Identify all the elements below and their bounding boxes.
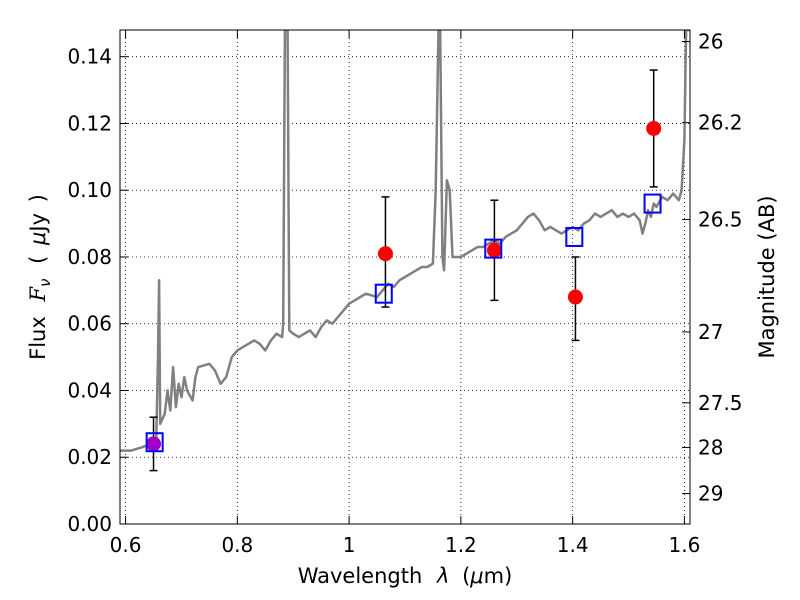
model-flux-square (643, 193, 662, 214)
plot-frame (119, 29, 691, 525)
observed-flux-point (646, 120, 662, 136)
y2-tick-label: 26 (698, 30, 723, 54)
model-flux-square (374, 283, 393, 304)
observed-flux-point (377, 246, 393, 262)
series-layer (120, 30, 690, 472)
y2-tick-label: 27.5 (698, 391, 743, 415)
y2-axis: 26 26.2 26.5 27 27.5 28 29 (682, 30, 743, 506)
y-tick-label: 0.08 (67, 245, 112, 269)
y2-tick-label: 26.2 (698, 111, 743, 135)
x-axis: 0.6 0.8 1 1.2 1.4 1.6 (110, 30, 701, 557)
x-tick-label: 1.4 (557, 533, 589, 557)
y2-tick-label: 26.5 (698, 208, 743, 232)
y-tick-label: 0.00 (67, 512, 112, 536)
y-tick-label: 0.10 (67, 178, 112, 202)
y-tick-label: 0.14 (67, 45, 112, 69)
model-spectrum-line (120, 30, 690, 452)
y-axis: 0.00 0.02 0.04 0.06 0.08 0.10 0.12 0.14 (67, 45, 128, 536)
y-axis-label: Flux Fν ( μJy ) (26, 194, 55, 360)
observed-flux-point (486, 242, 502, 258)
y-tick-label: 0.12 (67, 111, 112, 135)
y2-tick-label: 27 (698, 320, 723, 344)
y2-tick-label: 29 (698, 482, 723, 506)
model-flux-square (565, 226, 584, 247)
observed-flux-point (567, 289, 583, 305)
y-tick-label: 0.02 (67, 445, 112, 469)
model-flux-square (484, 238, 503, 259)
x-axis-label: Wavelength λ (μm) (298, 564, 513, 588)
y-tick-label: 0.06 (67, 312, 112, 336)
axes-box (119, 29, 691, 525)
y2-axis-label: Magnitude (AB) (755, 195, 779, 358)
x-tick-label: 1.2 (445, 533, 477, 557)
model-flux-square (145, 432, 164, 453)
y2-tick-label: 28 (698, 436, 723, 460)
observed-flux-point (146, 436, 162, 452)
x-tick-label: 1 (343, 533, 356, 557)
y-tick-label: 0.04 (67, 378, 112, 402)
x-tick-label: 0.8 (221, 533, 253, 557)
x-tick-label: 0.6 (110, 533, 142, 557)
x-tick-label: 1.6 (669, 533, 701, 557)
